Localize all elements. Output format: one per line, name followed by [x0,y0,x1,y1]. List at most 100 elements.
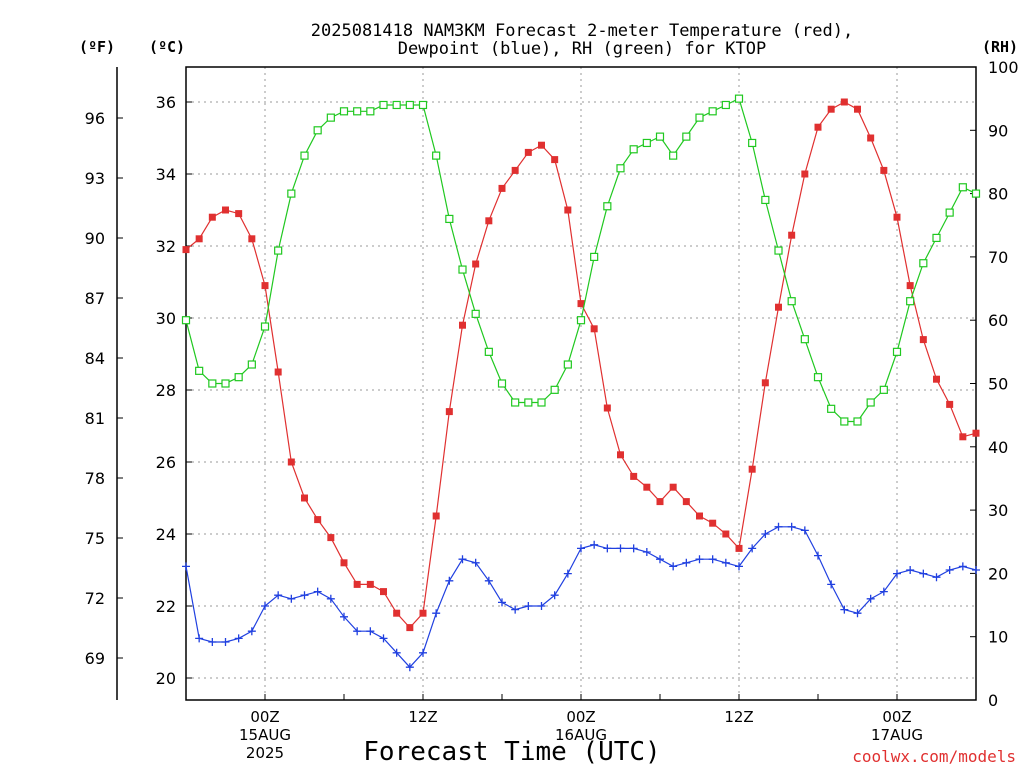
dewpoint-point [445,576,454,585]
rh-tick-label: 0 [988,691,998,710]
rh-point [418,100,428,110]
dewpoint-point [800,526,809,535]
temperature-point [972,429,980,437]
rh-point [287,189,296,198]
temperature-point [893,213,901,221]
dewpoint-point [524,602,533,610]
dewpoint-point [879,587,888,596]
rh-point [800,335,809,344]
temperature-point [788,231,796,239]
rh-point [932,233,941,243]
x-tick-label: 00Z [250,708,279,726]
temperature-point [419,609,427,617]
temperature-point [577,300,585,308]
dewpoint-point [958,562,967,571]
temperature-point [761,379,769,387]
dewpoint-point [866,594,875,603]
temperature-point [472,260,480,268]
series-temperature [182,98,980,632]
dewpoint-point [774,522,783,531]
temperature-point [485,217,493,225]
temperature-point [735,544,743,552]
rh-point [247,360,256,369]
rh-point [208,379,217,388]
fahrenheit-unit-label: (ºF) [79,38,115,56]
temperature-point [538,141,545,149]
celsius-tick-label: 36 [156,93,176,112]
temperature-point [432,512,440,520]
dewpoint-point [221,638,230,646]
rh-tick-label: 60 [988,311,1008,330]
fahrenheit-tick-label: 90 [85,229,105,248]
dewpoint-point [405,663,414,672]
dewpoint-point [932,573,941,582]
x-tick-label: 12Z [408,708,437,726]
temperature-point [498,184,506,192]
rh-tick-label: 90 [988,121,1008,140]
temperature-point [959,433,967,441]
temperature-point [235,210,243,218]
rh-point [234,373,243,382]
temperature-point [801,170,809,178]
fahrenheit-tick-label: 72 [85,589,105,608]
fahrenheit-tick-label: 96 [85,109,105,128]
rh-point [221,379,230,388]
temperature-point [617,451,624,459]
rh-point [511,398,520,407]
temperature-point [946,400,954,408]
rh-point [458,265,467,274]
temperature-point [274,368,282,376]
temperature-point [814,123,822,131]
rh-tick-label: 30 [988,501,1008,520]
dewpoint-point [498,598,506,607]
temperature-point [327,534,335,542]
celsius-tick-label: 22 [156,597,176,616]
dewpoint-point [234,634,243,643]
rh-point [537,398,546,407]
credit-text: coolwx.com/models [852,747,1016,766]
temperature-point [208,213,216,221]
series-dewpoint [182,522,980,672]
temperature-point [366,580,374,588]
fahrenheit-axis: 69 72 75 78 81 84 87 90 93 96 [85,109,123,668]
x-tick-label: 12Z [724,708,753,726]
rh-point [274,246,283,255]
rh-point [524,398,533,407]
dewpoint-point [919,569,928,578]
dewpoint-point [682,558,691,567]
temperature-point [775,303,782,311]
rh-point [313,126,322,135]
celsius-tick-label: 20 [156,669,176,688]
fahrenheit-tick-label: 93 [85,169,105,188]
dewpoint-point [656,555,664,564]
dewpoint-point [787,522,796,531]
rh-point [866,398,875,407]
celsius-tick-label: 28 [156,381,176,400]
rh-point [945,208,954,217]
dewpoint-point [340,612,348,621]
dewpoint-point [432,609,441,618]
dewpoint-point [972,566,980,574]
rh-point [734,94,744,103]
dewpoint-point [695,555,704,564]
temperature-point [919,336,927,344]
temperature-point [643,483,651,491]
dewpoint-point [814,551,822,560]
temperature-point [380,588,387,596]
dewpoint-point [708,555,717,564]
rh-tick-label: 40 [988,438,1008,457]
rh-point [366,107,375,116]
rh-point [392,100,401,110]
rh-point [787,297,796,306]
dewpoint-point [537,602,546,610]
fahrenheit-tick-label: 69 [85,649,105,668]
rh-point [840,417,849,426]
x-tick-label: 00Z [566,708,595,726]
rh-point [616,164,625,173]
dewpoint-point [287,594,296,603]
dewpoint-point [182,562,190,571]
rh-point [471,309,480,318]
rh-point [576,316,586,325]
temperature-point [603,404,611,412]
rh-point [892,347,902,356]
